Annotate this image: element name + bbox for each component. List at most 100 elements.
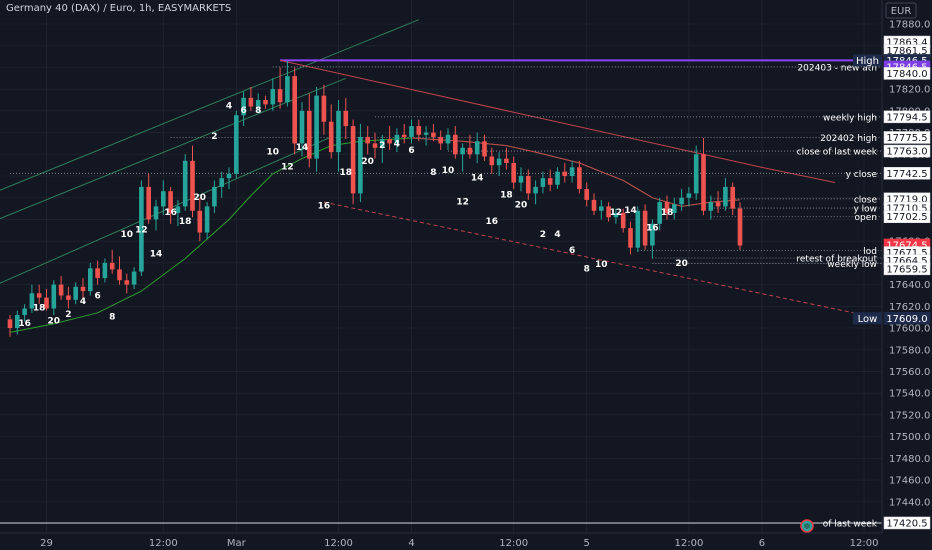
time-tick-label: 12:00 bbox=[149, 538, 178, 549]
candle-body bbox=[504, 158, 509, 163]
price-tag bbox=[883, 110, 931, 124]
levels-layer: 202403 - new ath weekly high 202402 high cl… bbox=[0, 63, 882, 533]
candle-body bbox=[431, 132, 436, 137]
candle-body bbox=[73, 286, 78, 300]
candle-body bbox=[131, 271, 137, 285]
candle-body bbox=[613, 212, 619, 218]
bar-count-label: 4 bbox=[226, 102, 232, 112]
bar-count-label: 6 bbox=[94, 292, 100, 302]
candle-body bbox=[416, 126, 422, 135]
bar-count-label: 18 bbox=[179, 217, 192, 227]
price-badge bbox=[853, 312, 882, 325]
candle-body bbox=[80, 286, 86, 292]
price-tag-label: 17659.5 bbox=[886, 264, 927, 275]
price-tag bbox=[883, 312, 931, 325]
level-label: close bbox=[854, 195, 878, 205]
price-tag-label: 17420.5 bbox=[886, 518, 927, 529]
candle-body bbox=[482, 141, 487, 157]
bar-count-label: 16 bbox=[486, 217, 499, 227]
candle-body bbox=[88, 268, 93, 292]
candle-body bbox=[358, 136, 363, 194]
bar-count-label: 18 bbox=[661, 208, 674, 218]
candle-body bbox=[489, 156, 495, 166]
price-tick-label: 17820.0 bbox=[889, 85, 930, 96]
bar-count-label: 14 bbox=[471, 173, 484, 183]
candles-layer bbox=[7, 60, 743, 337]
price-tag-label: 17609.0 bbox=[886, 314, 927, 325]
price-tick-label: 17460.0 bbox=[889, 476, 930, 487]
level-label: lod bbox=[863, 247, 877, 257]
bar-count-label: 18 bbox=[340, 168, 353, 178]
candle-body bbox=[350, 126, 356, 194]
candle-body bbox=[270, 89, 276, 105]
level-label: weekly high bbox=[823, 113, 877, 123]
candle-body bbox=[679, 197, 684, 205]
bar-count-label: 4 bbox=[394, 140, 400, 150]
candle-body bbox=[7, 319, 13, 329]
candle-body bbox=[460, 147, 465, 155]
candle-body bbox=[219, 178, 224, 187]
price-tag-label: 17742.5 bbox=[886, 169, 927, 180]
candle-body bbox=[453, 134, 458, 155]
bar-count-label: 8 bbox=[109, 312, 115, 322]
bar-count-label: 8 bbox=[430, 168, 436, 178]
level-label: weekly low bbox=[827, 260, 877, 270]
bar-count-label: 2 bbox=[540, 230, 546, 240]
price-tag-label: 17840.0 bbox=[886, 69, 927, 80]
bar-count-label: 16 bbox=[318, 202, 331, 212]
price-tag bbox=[883, 262, 931, 276]
time-axis[interactable]: 29 12:00 Mar 12:00 4 12:00 5 12:00 6 12:00 bbox=[0, 532, 882, 550]
price-tick-label: 17600.0 bbox=[889, 324, 930, 335]
candle-body bbox=[423, 132, 429, 135]
bar-count-label: 14 bbox=[150, 249, 163, 259]
price-tag-label: 17775.5 bbox=[886, 133, 927, 144]
candle-body bbox=[686, 193, 692, 198]
level-label: open bbox=[855, 213, 877, 223]
level-label: 202403 - new ath bbox=[797, 63, 877, 73]
candle-body bbox=[124, 280, 130, 285]
price-tag-label: 17674.5 bbox=[886, 240, 927, 251]
candle-body bbox=[569, 167, 575, 177]
time-tick-label: 6 bbox=[759, 538, 765, 549]
candle-body bbox=[168, 191, 173, 213]
candle-body bbox=[723, 186, 728, 207]
candle-body bbox=[657, 202, 662, 224]
channel-upper-line bbox=[0, 19, 419, 191]
candle-body bbox=[328, 121, 334, 153]
candle-body bbox=[496, 158, 502, 166]
level-label: of last week bbox=[823, 519, 878, 529]
resistance-trendline bbox=[279, 59, 763, 168]
bar-count-label: 16 bbox=[18, 319, 31, 329]
candle-body bbox=[36, 293, 42, 298]
candle-body bbox=[51, 284, 57, 309]
candle-body bbox=[314, 95, 319, 159]
time-tick-label: 12:00 bbox=[324, 538, 353, 549]
candle-body bbox=[299, 110, 305, 144]
candle-body bbox=[730, 186, 735, 209]
channel-lower-line bbox=[0, 136, 332, 284]
candle-body bbox=[577, 167, 582, 190]
candle-body bbox=[307, 110, 312, 159]
bar-count-label: 18 bbox=[33, 304, 46, 314]
candle-body bbox=[58, 284, 64, 296]
price-tag-label: 17664.5 bbox=[886, 256, 927, 267]
price-tick-label: 17640.0 bbox=[889, 280, 930, 291]
bar-count-label: 2 bbox=[211, 132, 217, 142]
price-tick-label: 17520.0 bbox=[889, 410, 930, 421]
candle-body bbox=[599, 206, 604, 211]
candle-body bbox=[672, 204, 677, 213]
candle-body bbox=[277, 89, 283, 103]
bar-count-label: 2 bbox=[379, 141, 385, 151]
candle-body bbox=[584, 189, 589, 200]
bar-count-label: 6 bbox=[569, 246, 575, 256]
price-tag-label: 17861.5 bbox=[886, 46, 927, 57]
candle-body bbox=[664, 202, 670, 213]
candle-body bbox=[474, 141, 480, 155]
resistance-trendline-ext bbox=[761, 166, 836, 184]
candle-body bbox=[117, 269, 122, 281]
price-tags-layer: 17863.417861.517846.5High17846.517840.01… bbox=[853, 35, 931, 529]
level-label: y close bbox=[846, 170, 878, 180]
price-tick-label: 17480.0 bbox=[889, 454, 930, 465]
